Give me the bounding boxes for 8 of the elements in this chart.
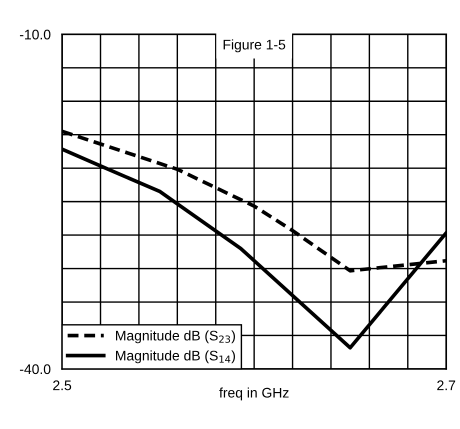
chart-title: Figure 1-5	[224, 39, 286, 52]
y-tick-label: -40.0	[20, 364, 50, 374]
x-axis-title: freq in GHz	[219, 387, 289, 400]
y-tick-label: -10.0	[20, 30, 50, 40]
legend-label: Magnitude dB (S$_{23}$)	[116, 330, 235, 344]
x-tick-label: 2.5	[53, 380, 72, 390]
x-tick-label: 2.7	[437, 380, 456, 390]
legend-label: Magnitude dB (S$_{14}$)	[116, 350, 235, 364]
